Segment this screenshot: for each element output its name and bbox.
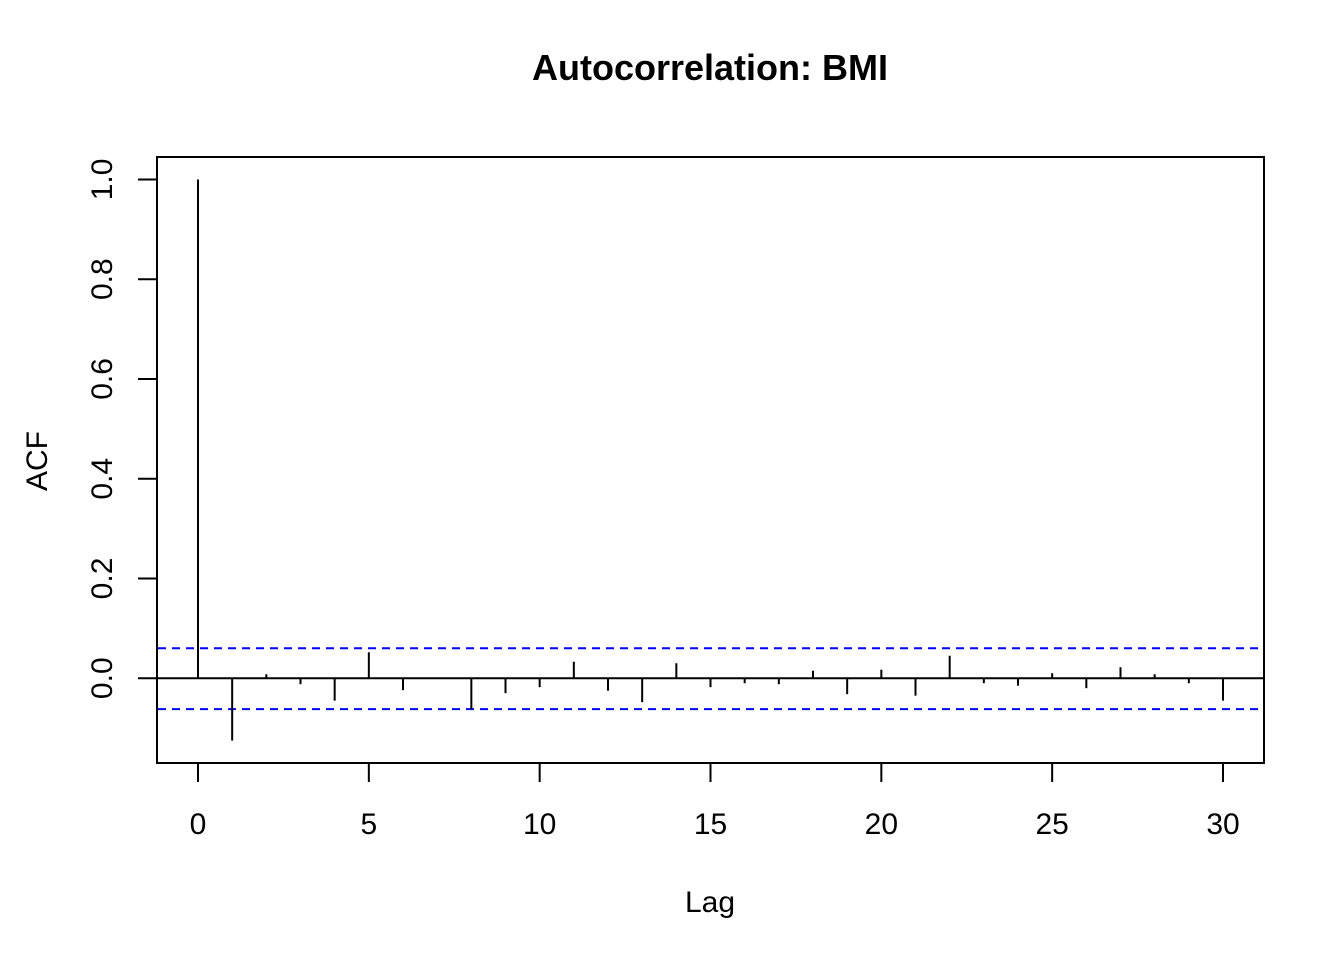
acf-bars: [197, 179, 1224, 741]
x-axis: 0 5 10 15 20 25 30: [190, 762, 1240, 841]
confidence-bounds: [158, 647, 1263, 711]
x-tick-label: 5: [360, 808, 377, 841]
x-tick-label: 0: [190, 808, 207, 841]
y-axis: 0.0 0.2 0.4 0.6 0.8 1.0: [86, 159, 158, 699]
chart-title: Autocorrelation: BMI: [532, 47, 888, 88]
x-axis-label: Lag: [685, 886, 735, 919]
y-tick-label: 0.0: [86, 657, 119, 699]
y-tick-label: 1.0: [86, 159, 119, 201]
y-tick-label: 0.2: [86, 558, 119, 600]
y-tick-label: 0.6: [86, 358, 119, 400]
x-tick-label: 15: [694, 808, 727, 841]
plot-frame: [156, 156, 1265, 764]
y-tick-label: 0.4: [86, 458, 119, 500]
x-tick-label: 25: [1035, 808, 1068, 841]
y-axis-label: ACF: [21, 431, 54, 491]
x-tick-label: 10: [523, 808, 556, 841]
x-tick-label: 20: [865, 808, 898, 841]
y-tick-label: 0.8: [86, 258, 119, 300]
x-tick-label: 30: [1206, 808, 1239, 841]
